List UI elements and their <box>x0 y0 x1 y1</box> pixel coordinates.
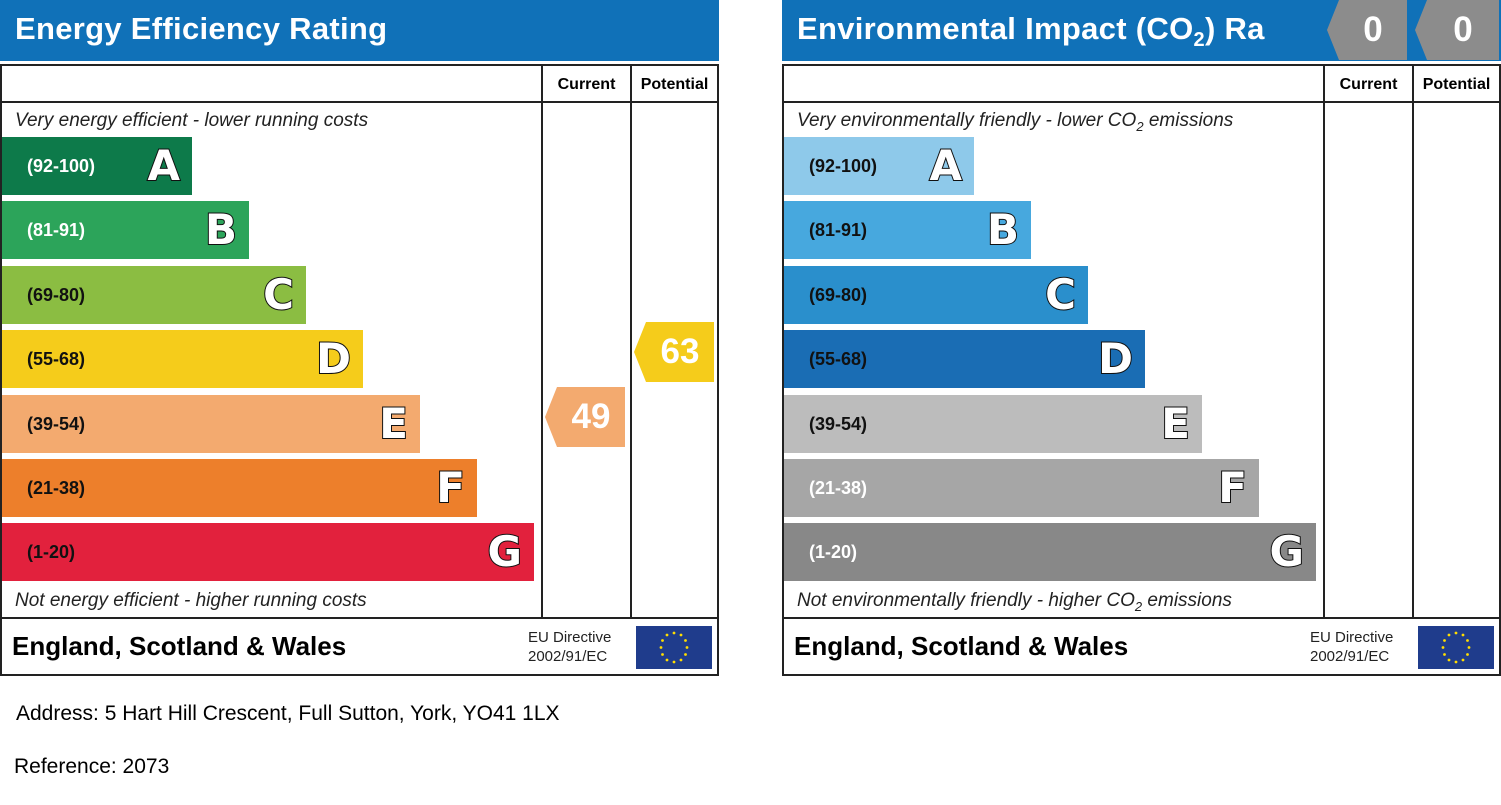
band-range: (81-91) <box>27 220 86 241</box>
band-range: (92-100) <box>27 156 96 176</box>
column-divider <box>630 66 632 619</box>
band-letter: D <box>315 334 352 384</box>
current-impact-badge: 0 <box>1327 0 1407 60</box>
band-d: (55-68) D <box>2 330 363 389</box>
band-a: (92-100) A <box>784 137 974 195</box>
band-e: (39-54) E <box>784 394 1202 453</box>
footer-divider <box>784 617 1499 619</box>
potential-impact-badge-value: 0 <box>1453 10 1473 49</box>
band-letter: A <box>146 141 180 191</box>
header-divider <box>784 101 1499 103</box>
bottom-note: Not environmentally friendly - higher CO… <box>797 590 1232 614</box>
potential-rating-arrow: 63 <box>634 322 714 383</box>
band-letter: C <box>1044 269 1077 319</box>
band-e: (39-54) E <box>2 394 420 453</box>
eu-directive: EU Directive 2002/91/EC <box>528 628 611 666</box>
band-range: (1-20) <box>27 542 76 563</box>
eu-directive-line-1: EU Directive <box>528 629 612 646</box>
header-divider <box>2 101 717 103</box>
band-letter: F <box>435 463 466 513</box>
top-note: Very energy efficient - lower running co… <box>15 110 369 131</box>
eu-directive-line-1: EU Directive <box>1310 629 1394 646</box>
band-b: (81-91) B <box>784 201 1031 260</box>
band-range: (92-100) <box>809 156 878 176</box>
band-letter: E <box>378 398 409 448</box>
band-letter: D <box>1097 334 1134 384</box>
footer-divider <box>2 617 717 619</box>
column-divider <box>1412 66 1414 619</box>
footer-country: England, Scotland & Wales <box>12 631 347 661</box>
band-range: (55-68) <box>809 349 868 370</box>
band-range: (69-80) <box>809 284 868 305</box>
band-range: (55-68) <box>27 349 86 370</box>
chart-frame: Current Potential Very environmentally f… <box>782 64 1501 676</box>
chart-title: Environmental Impact (CO2) Ra <box>797 11 1265 52</box>
eu-flag-icon <box>1418 626 1494 669</box>
band-letter: F <box>1217 463 1248 513</box>
potential-column-header: Potential <box>640 76 709 93</box>
potential-column-header: Potential <box>1422 76 1491 93</box>
chart-title: Energy Efficiency Rating <box>15 11 388 46</box>
eu-directive-line-2: 2002/91/EC <box>528 648 608 665</box>
band-b: (81-91) B <box>2 201 249 260</box>
band-range: (81-91) <box>809 220 868 241</box>
band-letter: C <box>262 269 295 319</box>
eu-flag-icon <box>636 626 712 669</box>
band-f: (21-38) F <box>2 459 477 517</box>
band-range: (69-80) <box>27 284 86 305</box>
reference: Reference: 2073 <box>14 755 170 778</box>
band-g: (1-20) G <box>2 523 534 582</box>
band-c: (69-80) C <box>2 265 306 324</box>
eu-directive-line-2: 2002/91/EC <box>1310 648 1390 665</box>
band-d: (55-68) D <box>784 330 1145 389</box>
title-bar: Energy Efficiency Rating <box>0 0 719 61</box>
current-impact-badge-value: 0 <box>1363 10 1383 49</box>
energy-efficiency-chart: Energy Efficiency Rating Current Potenti… <box>0 0 719 676</box>
band-f: (21-38) F <box>784 459 1259 517</box>
band-letter: A <box>928 141 962 191</box>
eu-directive: EU Directive 2002/91/EC <box>1310 628 1393 666</box>
band-letter: E <box>1160 398 1191 448</box>
band-letter: G <box>1269 527 1306 577</box>
potential-impact-badge: 0 <box>1415 0 1499 60</box>
band-range: (21-38) <box>809 478 868 498</box>
top-note: Very environmentally friendly - lower CO… <box>797 110 1234 134</box>
bottom-note: Not energy efficient - higher running co… <box>15 590 367 611</box>
band-range: (39-54) <box>809 413 868 434</box>
band-letter: G <box>487 527 524 577</box>
band-a: (92-100) A <box>2 137 192 195</box>
potential-rating-arrow-value: 63 <box>660 332 700 372</box>
band-letter: B <box>986 205 1020 255</box>
column-divider <box>1323 66 1325 619</box>
current-column-header: Current <box>557 76 616 93</box>
band-range: (39-54) <box>27 413 86 434</box>
band-range: (1-20) <box>809 542 858 563</box>
current-rating-arrow: 49 <box>545 386 625 447</box>
band-letter: B <box>204 205 238 255</box>
band-c: (69-80) C <box>784 265 1088 324</box>
chart-frame: Current Potential Very energy efficient … <box>0 64 719 676</box>
band-range: (21-38) <box>27 478 86 498</box>
current-column-header: Current <box>1339 76 1398 93</box>
current-rating-arrow-value: 49 <box>571 396 611 436</box>
environmental-impact-chart: Environmental Impact (CO2) Ra Current Po… <box>782 0 1501 676</box>
column-divider <box>541 66 543 619</box>
band-g: (1-20) G <box>784 523 1316 582</box>
footer-country: England, Scotland & Wales <box>794 631 1129 661</box>
address: Address: 5 Hart Hill Crescent, Full Sutt… <box>16 702 560 725</box>
